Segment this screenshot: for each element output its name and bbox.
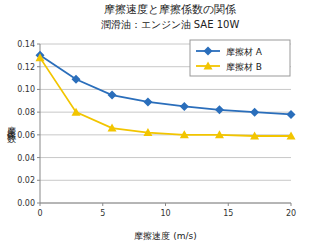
point (180, 130, 189, 138)
legend-marker (204, 47, 213, 56)
legend-box (190, 40, 290, 76)
y-tick-label: 0.00 (17, 199, 35, 208)
grid-line (40, 157, 291, 158)
grid-line (40, 180, 291, 181)
x-tick-label: 0 (37, 209, 42, 218)
y-tick-label: 0.10 (17, 85, 35, 94)
point (180, 102, 189, 111)
legend-marker (204, 62, 213, 70)
series-line (40, 58, 291, 136)
y-tick-label: 0.02 (17, 176, 35, 185)
point (143, 128, 152, 136)
point (250, 108, 259, 117)
subtitle: 潤滑油：エンジン油 SAE 10W (101, 19, 240, 30)
point (287, 110, 296, 119)
point (143, 97, 152, 106)
y-tick-label: 0.08 (17, 108, 35, 117)
point (72, 75, 81, 84)
x-tick-label: 5 (100, 209, 105, 218)
grid-line (40, 89, 291, 90)
y-axis (40, 44, 41, 203)
point (215, 130, 224, 138)
x-tick-label: 15 (223, 209, 233, 218)
legend: 摩擦材 A 摩擦材 B (190, 40, 290, 76)
plot-area (36, 51, 296, 140)
point (36, 53, 45, 61)
y-tick-label: 0.04 (17, 154, 35, 163)
point (215, 105, 224, 114)
point (250, 131, 259, 139)
series-line (40, 55, 291, 114)
point (287, 131, 296, 139)
x-axis (40, 203, 291, 204)
y-tick-label: 0.12 (17, 63, 35, 72)
chart: 摩擦速度と摩擦係数の関係潤滑油：エンジン油 SAE 10W 0.00 0.02 0.0… (0, 0, 320, 252)
y-tick-label: 0.06 (17, 131, 35, 140)
x-tick-label: 20 (286, 209, 296, 218)
point (108, 91, 117, 100)
legend-label: 摩擦材 B (226, 62, 262, 72)
legend-label: 摩擦材 A (226, 47, 263, 57)
title: 摩擦速度と摩擦係数の関係 (104, 3, 236, 15)
x-tick-label: 10 (160, 209, 170, 218)
point (108, 124, 117, 132)
point (72, 108, 81, 116)
grid-line (40, 203, 291, 204)
y-tick-label: 0.14 (17, 40, 35, 49)
y-axis-label: 摩擦係数 (7, 118, 17, 144)
x-axis-label: 摩擦速度 (m/s) (134, 231, 196, 241)
